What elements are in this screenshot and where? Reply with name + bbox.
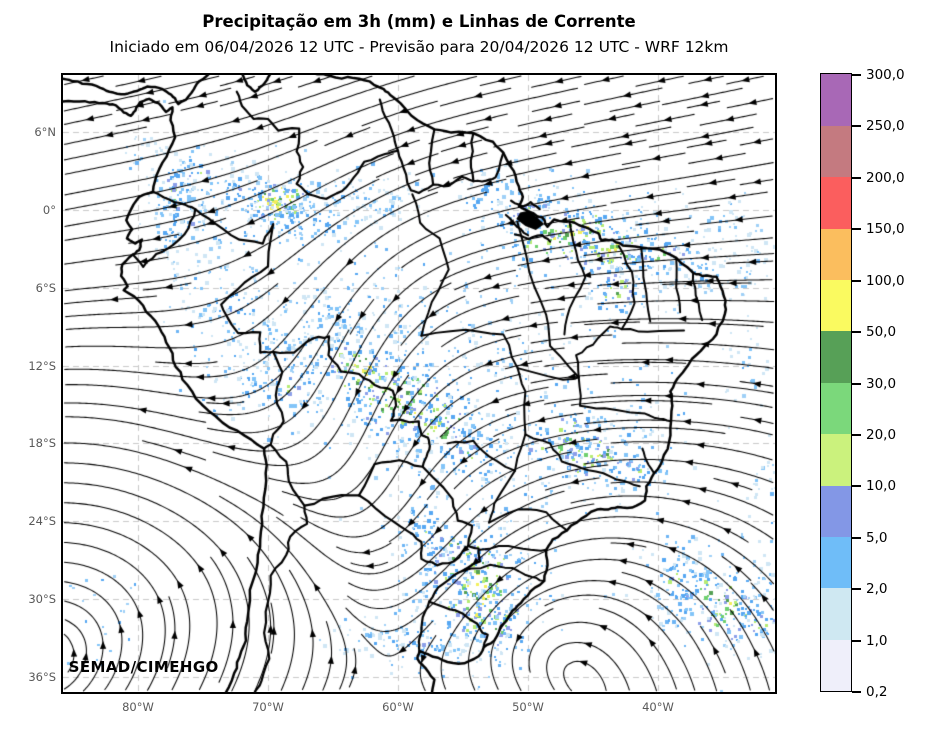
colorbar-segment <box>821 331 852 383</box>
colorbar-tick-label: 30,0 <box>866 375 897 392</box>
colorbar-tick-label: 300,0 <box>866 67 905 83</box>
colorbar-segment <box>821 177 852 229</box>
colorbar-tick-label: 50,0 <box>866 324 897 341</box>
colorbar-segment <box>821 537 852 589</box>
colorbar-tick <box>852 588 861 591</box>
colorbar-segment <box>821 228 852 280</box>
map-watermark: SEMAD/CIMEHGO <box>68 657 219 676</box>
colorbar-tick <box>852 382 861 385</box>
y-tick-label: 18°S <box>28 436 56 451</box>
y-tick-label: 6°S <box>35 280 56 295</box>
colorbar-tick-label: 5,0 <box>866 529 888 546</box>
colorbar-segment <box>821 382 852 435</box>
colorbar-tick-label: 250,0 <box>866 118 905 135</box>
colorbar-tick-label: 1,0 <box>866 632 888 649</box>
colorbar-tick <box>852 279 861 282</box>
colorbar-tick-label: 2,0 <box>866 581 888 598</box>
colorbar-segment <box>821 639 852 692</box>
colorbar-tick-label: 100,0 <box>866 272 905 289</box>
colorbar-tick-label: 150,0 <box>866 221 905 238</box>
colorbar-tick <box>852 485 861 488</box>
y-tick-label: 6°N <box>34 124 56 139</box>
colorbar-tick <box>852 74 861 76</box>
y-tick-label: 24°S <box>28 514 56 529</box>
colorbar-tick-label: 10,0 <box>866 478 897 495</box>
colorbar-tick <box>852 176 861 179</box>
x-tick-label: 60°W <box>382 700 414 714</box>
colorbar-segment <box>821 588 852 640</box>
colorbar-tick <box>852 125 861 128</box>
colorbar-tick <box>852 331 861 334</box>
colorbar-tick <box>852 639 861 642</box>
colorbar-segment <box>821 125 852 178</box>
x-tick-label: 70°W <box>252 700 284 714</box>
x-tick-label: 80°W <box>122 700 154 714</box>
colorbar-segment <box>821 279 852 332</box>
colorbar-tick-label: 0,2 <box>866 684 888 700</box>
y-tick-label: 12°S <box>28 358 56 373</box>
colorbar-tick <box>852 433 861 436</box>
colorbar-segment <box>821 74 852 126</box>
colorbar-tick <box>852 691 861 693</box>
map-canvas <box>62 74 775 692</box>
colorbar-tick <box>852 536 861 539</box>
y-tick-label: 36°S <box>28 669 56 684</box>
map-panel: SEMAD/CIMEHGO <box>60 72 777 694</box>
x-tick-label: 40°W <box>642 700 674 714</box>
colorbar-tick-label: 20,0 <box>866 426 897 443</box>
colorbar <box>820 73 853 693</box>
chart-subtitle: Iniciado em 06/04/2026 12 UTC - Previsão… <box>109 38 729 56</box>
x-tick-label: 50°W <box>512 700 544 714</box>
colorbar-segment <box>821 485 852 538</box>
colorbar-tick-label: 200,0 <box>866 169 905 186</box>
y-tick-label: 30°S <box>28 592 56 607</box>
y-tick-label: 0° <box>42 202 56 217</box>
chart-title: Precipitação em 3h (mm) e Linhas de Corr… <box>202 12 636 31</box>
colorbar-tick <box>852 228 861 231</box>
colorbar-segment <box>821 434 852 486</box>
